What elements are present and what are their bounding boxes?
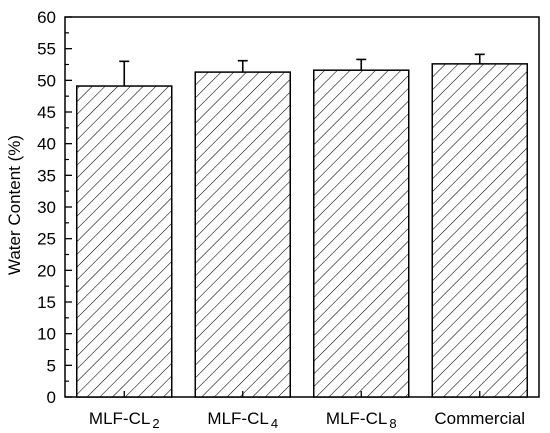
- y-tick-label: 45: [37, 103, 56, 122]
- y-tick-label: 55: [37, 40, 56, 59]
- y-tick-label: 50: [37, 71, 56, 90]
- bar: [313, 69, 410, 398]
- bar: [431, 63, 528, 398]
- y-tick-label: 40: [37, 135, 56, 154]
- y-tick-label: 15: [37, 293, 56, 312]
- plot-area: 0 5 10 15 20 25 30 35 40 45 50 55 60 MLF-CL 2 MLF-CL 4 ML…: [37, 8, 540, 431]
- y-tick-label: 0: [47, 388, 56, 407]
- y-tick-label: 35: [37, 166, 56, 185]
- x-tick-label: MLF-CL 8: [326, 409, 397, 431]
- y-axis-label: Water Content (%): [5, 135, 24, 275]
- bar: [194, 71, 291, 398]
- x-tick-label: Commercial: [434, 409, 525, 428]
- y-tick-label: 10: [37, 325, 56, 344]
- bar: [76, 85, 173, 398]
- y-tick-label: 20: [37, 261, 56, 280]
- y-tick-label: 25: [37, 230, 56, 249]
- y-tick-label: 30: [37, 198, 56, 217]
- y-tick-label: 5: [47, 356, 56, 375]
- x-tick-label: MLF-CL 2: [89, 409, 160, 431]
- x-tick-label: MLF-CL 4: [207, 409, 278, 431]
- y-tick-label: 60: [37, 8, 56, 27]
